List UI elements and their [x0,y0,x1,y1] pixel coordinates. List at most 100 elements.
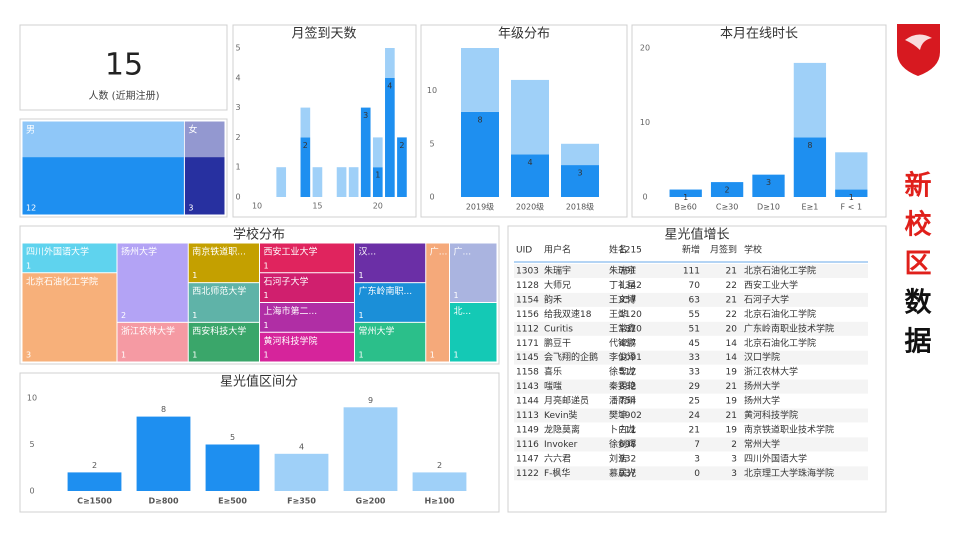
table-cell: 鹏豆干 [544,337,571,349]
table-cell: 1128 [516,281,539,291]
x-tick-label: E≥500 [218,497,247,506]
table-header: 姓名 [609,244,627,256]
bar-segment [360,107,371,197]
kpi-label: 人数 (近期注册) [89,89,160,102]
table-cell: 卜白龙 [609,423,636,435]
table-cell: 西安工业大学 [744,279,798,291]
table-cell: 2 [731,440,737,450]
treemap-cell [22,243,117,273]
y-tick-label: 3 [235,103,240,112]
x-tick-label: D≥800 [148,497,178,506]
data-label: 2 [92,461,97,470]
treemap-label: 浙江农林大学 [121,325,175,337]
table-cell: 北京石油化工学院 [744,265,816,277]
table-cell: 广东岭南职业技术学院 [744,322,834,334]
treemap-label: 黄河科技学院 [264,335,318,347]
table-cell: 李俊泽 [609,351,636,363]
y-tick-label: 5 [429,139,434,148]
table-cell: 南京铁道职业技术学院 [744,423,834,435]
table-cell: 1158 [516,368,539,378]
table-cell: 882 [619,382,636,392]
treemap-cell [260,273,354,302]
table-cell: 北京理工大学珠海学院 [744,467,834,479]
treemap-label: 扬州大学 [121,246,157,258]
table-cell: 朱瑞宇 [609,265,636,277]
table-cell: 517 [619,368,636,378]
data-label: 1 [375,171,380,180]
table-header: UID [516,246,532,256]
side-title-char: 据 [905,327,932,358]
table-cell: 黄河科技学院 [744,409,798,421]
bar-segment [461,111,499,197]
table-cell: 徐剑辉 [609,438,636,450]
bar [205,444,260,491]
chart-title: 星光值区间分 [220,374,298,390]
data-label: 1 [683,193,688,202]
row-band [514,408,868,423]
x-tick-label: H≥100 [424,497,455,506]
table-cell: 喜乐 [544,366,562,378]
y-tick-label: 10 [27,394,37,403]
bar [67,472,122,491]
x-tick-label: 2020级 [516,202,544,212]
bar-segment [511,79,549,155]
table-cell: 月亮邮递员 [544,395,589,407]
chart-title: 月签到天数 [291,26,356,42]
treemap-label: 北京石油化工学院 [26,275,98,287]
treemap-label: 常州大学 [359,325,395,337]
table-cell: 3 [731,454,737,464]
table-cell: 14 [726,353,738,363]
table-cell: 浙江农林大学 [744,366,798,378]
treemap-value: 1 [121,351,126,360]
table-cell: 20 [726,324,738,334]
bar-segment [348,167,359,197]
treemap-label: 北... [454,306,472,317]
y-tick-label: 0 [429,193,434,202]
treemap-label: 西安科技大学 [192,325,246,337]
table-cell: 7 [694,440,700,450]
table-cell: 3 [694,454,700,464]
table-cell: 扬州大学 [744,380,780,392]
treemap-value: 1 [264,291,269,300]
treemap-cell [355,322,426,362]
data-label: 8 [161,405,166,414]
star-range-panel [19,372,500,513]
table-cell: 21 [726,295,737,305]
table-cell: 1116 [516,440,539,450]
row-band [514,466,868,481]
treemap-cell [188,283,259,322]
kpi-panel [19,24,228,111]
side-title-char: 区 [905,249,932,280]
treemap-value: 3 [26,351,31,360]
x-tick-label: D≥10 [757,203,780,212]
table-cell: 55 [689,310,700,320]
table-cell: 王文博 [609,293,636,305]
treemap-value: 1 [26,261,31,270]
x-tick-label: 2019级 [466,202,494,212]
x-tick-label: C≥1500 [77,497,112,506]
table-cell: 25 [689,397,700,407]
y-tick-label: 10 [640,118,650,127]
table-header: 1215 [619,246,642,256]
table-cell: 1144 [516,397,539,407]
bar-segment [561,165,599,197]
y-tick-label: 0 [235,193,240,202]
bar-segment [372,167,383,197]
y-tick-label: 5 [235,44,240,53]
treemap-label: 女 [188,124,197,136]
x-tick-label: 15 [312,202,322,211]
treemap-value: 1 [430,351,435,360]
table-cell: Curitis [544,324,573,334]
treemap-label: 上海市第二... [264,305,318,317]
row-band [514,292,868,307]
table-cell: 45 [689,339,700,349]
table-cell: 1870 [619,324,642,334]
y-tick-label: 20 [640,44,650,53]
table-cell: 1154 [516,295,539,305]
table-cell: 1091 [619,353,642,363]
side-title-char: 校 [905,209,932,241]
bar-segment [372,137,383,168]
table-header: 月签到 [710,244,737,256]
table-cell: 19 [726,425,738,435]
